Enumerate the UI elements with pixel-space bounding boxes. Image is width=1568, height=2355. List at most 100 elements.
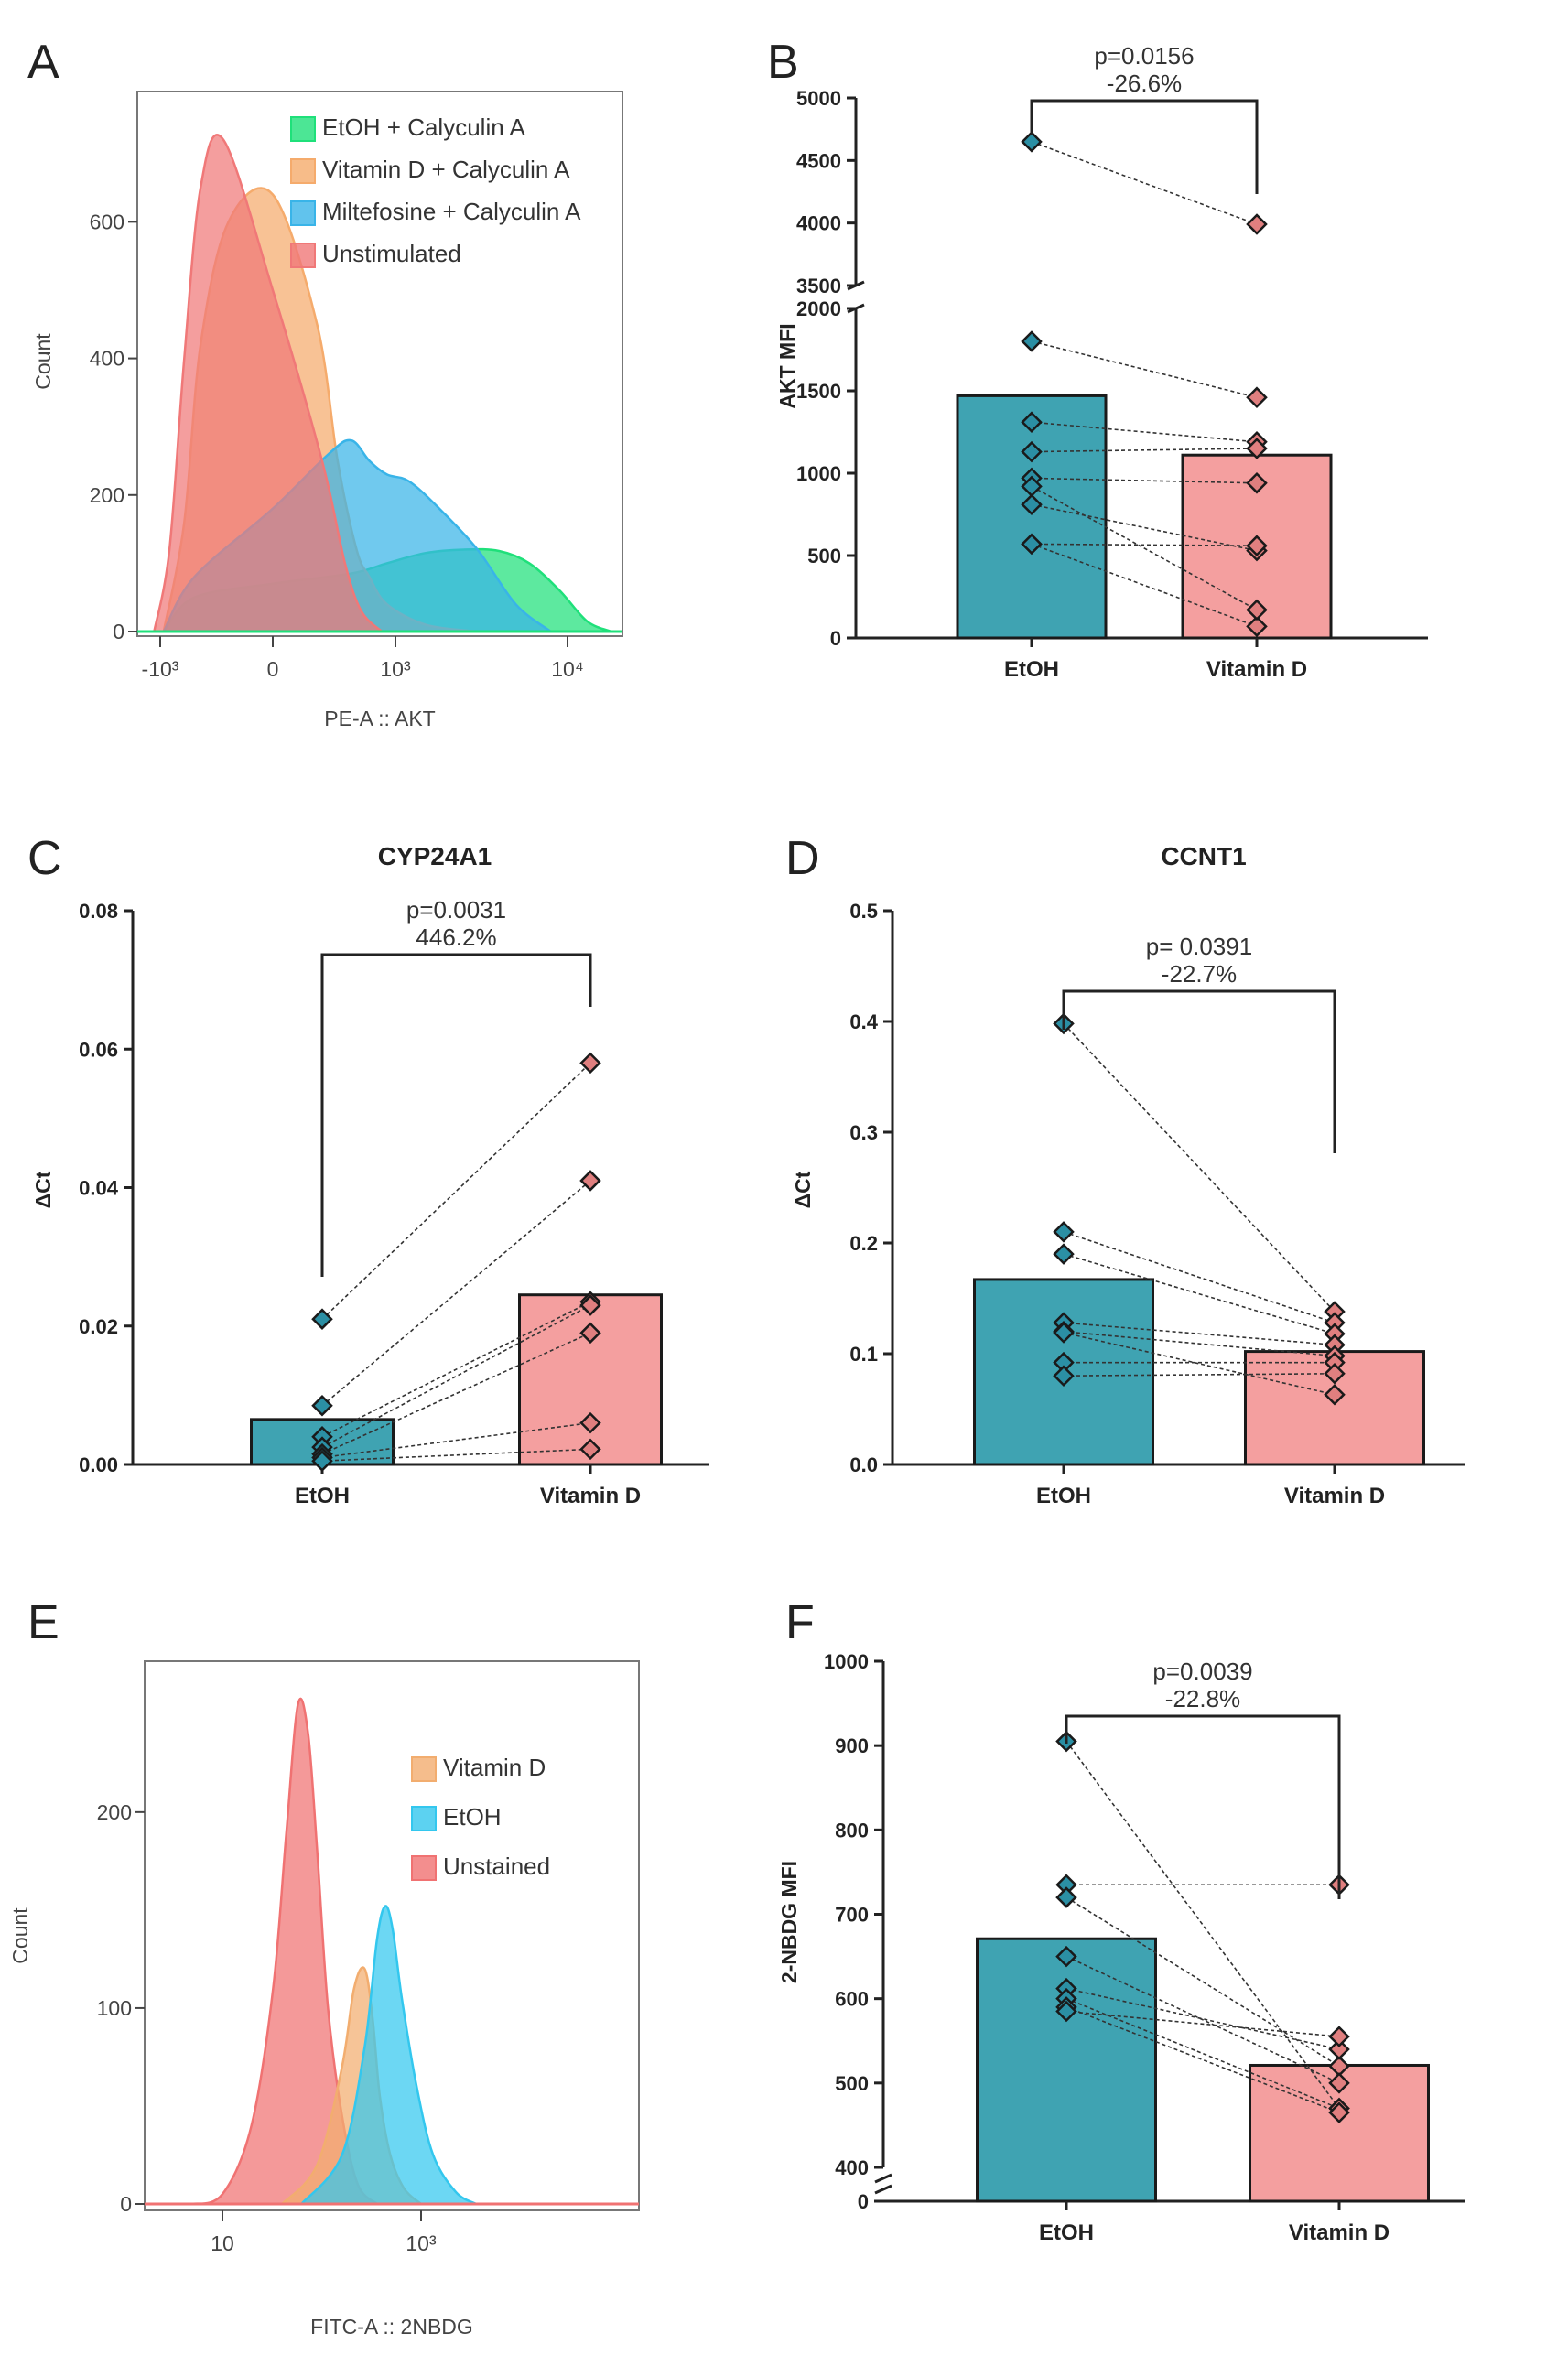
- paired-line: [1065, 1997, 1340, 2110]
- x-category-label: Vitamin D: [540, 1484, 641, 1508]
- paired-line: [1063, 1253, 1336, 1334]
- histogram-etoh: [298, 1905, 481, 2206]
- y-tick-label: 600: [90, 210, 124, 233]
- paired-line: [1031, 448, 1258, 453]
- plot-frame: [144, 1660, 640, 2211]
- y-tick-label: 800: [835, 1819, 869, 1842]
- y-tick-label: 0.00: [79, 1453, 118, 1476]
- data-point-etoh: [1021, 440, 1043, 463]
- paired-line: [1063, 1231, 1336, 1323]
- x-axis-title: PE-A :: AKT: [324, 707, 435, 730]
- y-tick-label: 100: [97, 1996, 132, 2020]
- significance-bracket: [1065, 1714, 1341, 1899]
- panel-letter-d: D: [785, 832, 820, 885]
- plot-frame: [136, 91, 623, 637]
- legend-swatch: [290, 158, 316, 184]
- y-axis-title: AKT MFI: [775, 323, 799, 408]
- data-point-etoh: [1055, 1886, 1077, 1908]
- y-tick-label: 900: [835, 1734, 869, 1757]
- panel-letter-f: F: [785, 1596, 815, 1649]
- paired-line: [1065, 2006, 1340, 2113]
- data-point-etoh: [311, 1450, 333, 1472]
- y-tick-label: 0.08: [79, 900, 118, 923]
- y-tick-label: 1500: [796, 380, 841, 403]
- y-tick-label: 500: [807, 545, 841, 567]
- data-point-vitamin-d: [579, 1438, 601, 1461]
- legend-label: Unstained: [443, 1853, 550, 1880]
- p-value-label: p=0.0039: [1152, 1658, 1252, 1685]
- paired-line: [1063, 1372, 1336, 1377]
- data-point-vitamin-d: [1324, 1384, 1346, 1406]
- significance-bracket: [1062, 989, 1336, 1153]
- paired-line: [1031, 421, 1258, 443]
- x-tick-label: 10: [211, 2231, 234, 2255]
- y-tick-label: 0.3: [849, 1121, 878, 1144]
- data-point-vitamin-d: [1246, 213, 1268, 235]
- data-point-etoh: [1021, 493, 1043, 515]
- paired-line: [1031, 485, 1258, 611]
- data-point-vitamin-d: [1246, 472, 1268, 494]
- data-point-etoh: [1053, 1221, 1075, 1243]
- axis-break-mark-0: [874, 2184, 892, 2195]
- y-tick-label: 0: [120, 2192, 132, 2216]
- legend-label: Vitamin D + Calyculin A: [322, 156, 570, 183]
- legend-swatch: [290, 200, 316, 226]
- panel-letter-e: E: [27, 1596, 59, 1649]
- y-tick-label: 2000: [796, 297, 841, 320]
- panel-c-bar-chart: 0.00 0.02 0.04 0.06 0.08 EtOH Vitamin D p=0.003…: [31, 842, 709, 1508]
- y-tick-label: 0.0: [849, 1453, 878, 1476]
- y-axis-title: ΔCt: [31, 1171, 55, 1208]
- y-tick-label: 200: [97, 1800, 132, 1824]
- x-tick-label: 0: [267, 657, 279, 681]
- y-tick-label: 200: [90, 483, 124, 507]
- y-tick-label: 0.1: [849, 1343, 878, 1366]
- y-tick-label: 400: [835, 2156, 869, 2179]
- y-tick-label: 3500: [796, 275, 841, 297]
- panel-f-bar-chart: 0 400 500 600 700 800 900 1000 EtOH Vitamin D p=0.…: [777, 1650, 1465, 2245]
- data-point-etoh: [1021, 411, 1043, 433]
- data-point-vitamin-d: [1328, 2072, 1350, 2094]
- paired-line: [321, 1421, 591, 1459]
- paired-line: [321, 1180, 591, 1407]
- paired-line: [1031, 340, 1258, 398]
- axis-break-mark-1: [874, 2173, 892, 2184]
- legend-swatch: [411, 1806, 437, 1831]
- x-category-label: Vitamin D: [1289, 2220, 1390, 2245]
- x-category-label: EtOH: [295, 1484, 350, 1508]
- x-axis-title: FITC-A :: 2NBDG: [310, 2315, 473, 2339]
- p-value-label: p=0.0156: [1094, 42, 1194, 70]
- legend-label: Unstimulated: [322, 240, 461, 267]
- significance-bracket: [1030, 99, 1259, 194]
- legend-label: Vitamin D: [443, 1754, 546, 1781]
- paired-line: [1065, 2010, 1340, 2037]
- data-point-etoh: [311, 1394, 333, 1417]
- paired-line: [1031, 477, 1258, 484]
- paired-line: [1031, 141, 1258, 225]
- legend-label: EtOH + Calyculin A: [322, 113, 525, 141]
- data-point-vitamin-d: [1324, 1363, 1346, 1385]
- paired-line: [1063, 1332, 1336, 1396]
- data-point-vitamin-d: [579, 1411, 601, 1434]
- paired-line: [1065, 1896, 1340, 2068]
- y-tick-label: 0.02: [79, 1315, 118, 1338]
- percent-change-label: 446.2%: [416, 924, 496, 951]
- y-tick-label: 4000: [796, 212, 841, 235]
- y-tick-label: 0: [113, 620, 124, 643]
- y-axis-title: ΔCt: [791, 1171, 815, 1208]
- data-point-etoh: [1021, 330, 1043, 352]
- data-point-etoh: [1055, 2000, 1077, 2023]
- y-tick-label: 0: [858, 2190, 869, 2213]
- x-category-label: EtOH: [1039, 2220, 1094, 2245]
- data-point-vitamin-d: [579, 1170, 601, 1192]
- y-tick-label: 0.2: [849, 1232, 878, 1255]
- data-point-vitamin-d: [1246, 599, 1268, 621]
- paired-line: [1063, 1322, 1336, 1346]
- p-value-label: p=0.0031: [406, 896, 506, 924]
- y-tick-label: 500: [835, 2072, 869, 2095]
- paired-line: [1063, 1331, 1336, 1357]
- y-axis-title: 2-NBDG MFI: [777, 1861, 801, 1983]
- paired-line: [1063, 1022, 1336, 1313]
